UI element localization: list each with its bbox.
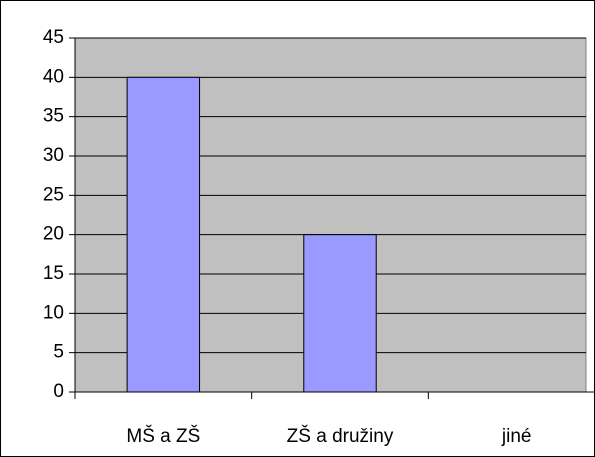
x-tick-label: MŠ a ZŠ <box>126 425 200 447</box>
y-tick-label: 35 <box>43 106 64 127</box>
y-tick-label: 15 <box>43 263 64 284</box>
bar <box>126 76 201 393</box>
bar <box>303 234 377 393</box>
y-tick-label: 10 <box>43 302 64 323</box>
y-tick-label: 30 <box>43 145 64 166</box>
y-tick-label: 20 <box>43 224 64 245</box>
y-tick-label: 5 <box>53 342 64 363</box>
x-tick-label: ZŠ a družiny <box>287 425 394 447</box>
y-tick-label: 45 <box>43 27 64 48</box>
x-tick-label: jiné <box>501 426 532 447</box>
y-tick-label: 40 <box>43 66 64 87</box>
y-tick-label: 0 <box>53 381 64 402</box>
y-tick-label: 25 <box>43 184 64 205</box>
